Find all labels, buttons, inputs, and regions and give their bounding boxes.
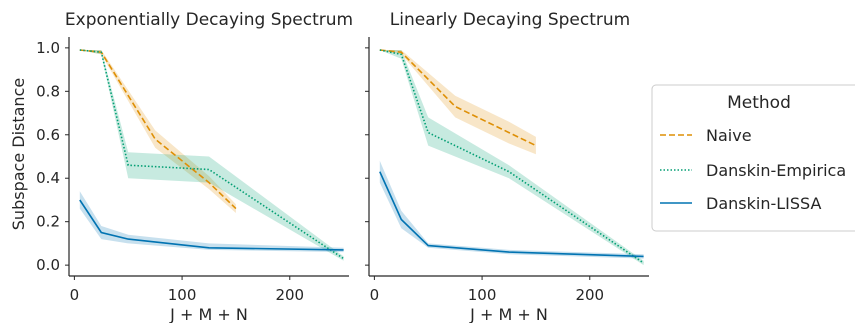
legend-frame <box>651 84 855 232</box>
x-tick-label: 0 <box>370 286 380 304</box>
legend-title: Method <box>727 93 791 113</box>
legend-label-danskin-empirica: Danskin-Empirica <box>706 161 846 180</box>
x-tick-label: 200 <box>275 286 304 304</box>
panel-linear: Linearly Decaying Spectrum J + M + N 0 10… <box>365 10 649 323</box>
x-tick-label: 100 <box>168 286 197 304</box>
legend: Method Naive Danskin-Empirica Danskin-LI… <box>651 84 855 232</box>
confidence-band-naive <box>379 50 536 155</box>
legend-label-naive: Naive <box>706 126 752 145</box>
confidence-band-naive <box>79 50 236 213</box>
series-line-danskin-empirica <box>379 49 645 264</box>
x-tick-label: 100 <box>468 286 497 304</box>
legend-label-danskin-lissa: Danskin-LISSA <box>706 194 821 213</box>
series-line-danskin-empirica <box>79 49 345 260</box>
y-tick-label: 1.0 <box>36 39 60 57</box>
confidence-band-danskin-empirica <box>79 50 344 261</box>
x-axis-label: J + M + N <box>469 305 548 323</box>
y-tick-label: 0.4 <box>36 169 60 187</box>
panel-exponential: Exponentially Decaying Spectrum Subspace… <box>9 10 353 323</box>
panel-title: Exponentially Decaying Spectrum <box>65 10 353 30</box>
x-axis-label: J + M + N <box>169 305 248 323</box>
x-tick-label: 0 <box>70 286 80 304</box>
y-tick-label: 0.2 <box>36 213 60 231</box>
series-line-danskin-lissa <box>79 199 344 251</box>
y-tick-label: 0.6 <box>36 126 60 144</box>
confidence-band-danskin-lissa <box>79 191 344 253</box>
y-axis-label: Subspace Distance <box>9 78 28 230</box>
panel-title: Linearly Decaying Spectrum <box>390 10 630 30</box>
series-line-danskin-lissa <box>379 171 644 258</box>
series-line-naive <box>379 49 537 147</box>
confidence-band-danskin-empirica <box>379 50 644 266</box>
x-tick-label: 200 <box>575 286 604 304</box>
y-tick-label: 0.0 <box>36 256 60 274</box>
y-tick-label: 0.8 <box>36 82 60 100</box>
